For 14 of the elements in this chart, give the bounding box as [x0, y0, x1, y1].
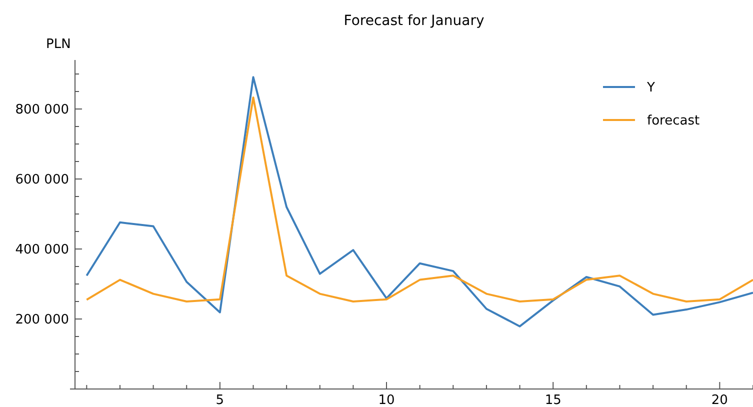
legend-label: Y [646, 80, 655, 96]
x-tick-label: 15 [544, 393, 562, 407]
y-tick-label: 400 000 [15, 242, 69, 258]
y-axis-title: PLN [46, 37, 71, 52]
line-series [86, 96, 753, 302]
legend-label: forecast [647, 114, 700, 129]
x-tick-label: 5 [216, 393, 224, 407]
chart-title: Forecast for January [344, 13, 484, 29]
line-series [86, 76, 753, 328]
x-tick-label: 20 [711, 393, 728, 407]
y-tick-label: 800 000 [15, 102, 69, 118]
y-tick-label: 600 000 [15, 172, 69, 188]
x-tick-label: 10 [378, 393, 395, 407]
y-tick-label: 200 000 [15, 312, 69, 328]
